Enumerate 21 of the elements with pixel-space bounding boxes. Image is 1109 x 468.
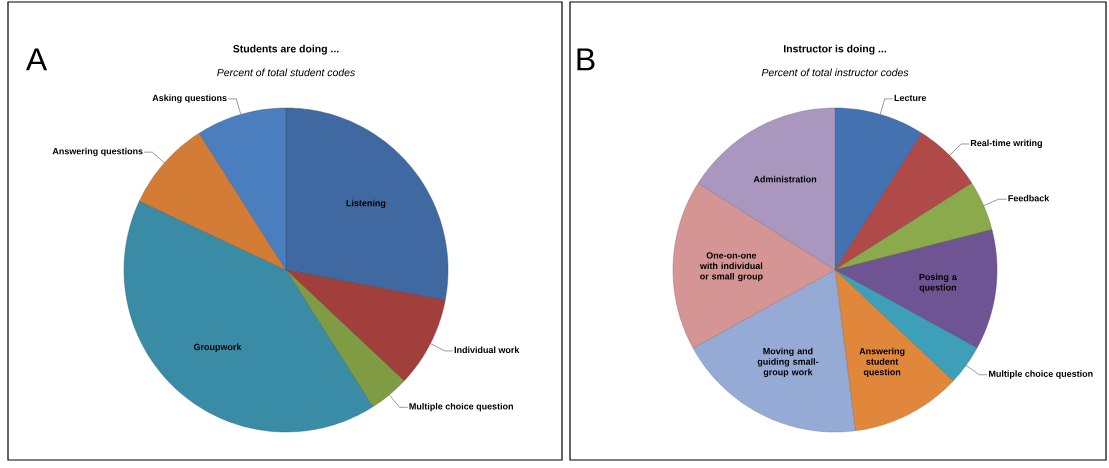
slice-label: Answering questions — [52, 147, 143, 157]
slice-label: Posing a question — [919, 273, 957, 293]
slice-label: Asking questions — [152, 94, 227, 103]
text: B — [577, 48, 595, 71]
slice-label: Moving and guiding small-group work — [757, 347, 819, 378]
slice-label: Multiple choice question — [989, 370, 1093, 379]
text: A — [25, 48, 48, 71]
slice-label: Multiple choice question — [409, 402, 513, 412]
slice-label: Real-time writing — [970, 139, 1042, 148]
chart-subtitle: Percent of total student codes — [217, 68, 355, 77]
slice-label: One-on-one with individual or small group — [699, 252, 763, 282]
slice-label: Lecture — [894, 94, 927, 102]
slice-label: Administration — [753, 175, 817, 183]
slice-label: Feedback — [1008, 194, 1050, 202]
slice-label: Answering student question — [859, 347, 905, 378]
slice-label: Groupwork — [193, 343, 242, 352]
chart-title: Students are doing ... — [233, 44, 339, 55]
slice-label: Listening — [346, 199, 386, 209]
chart-subtitle: Percent of total instructor codes — [761, 68, 909, 77]
slice-label: Individual work — [454, 346, 520, 354]
chart-title: Instructor is doing ... — [783, 44, 887, 55]
